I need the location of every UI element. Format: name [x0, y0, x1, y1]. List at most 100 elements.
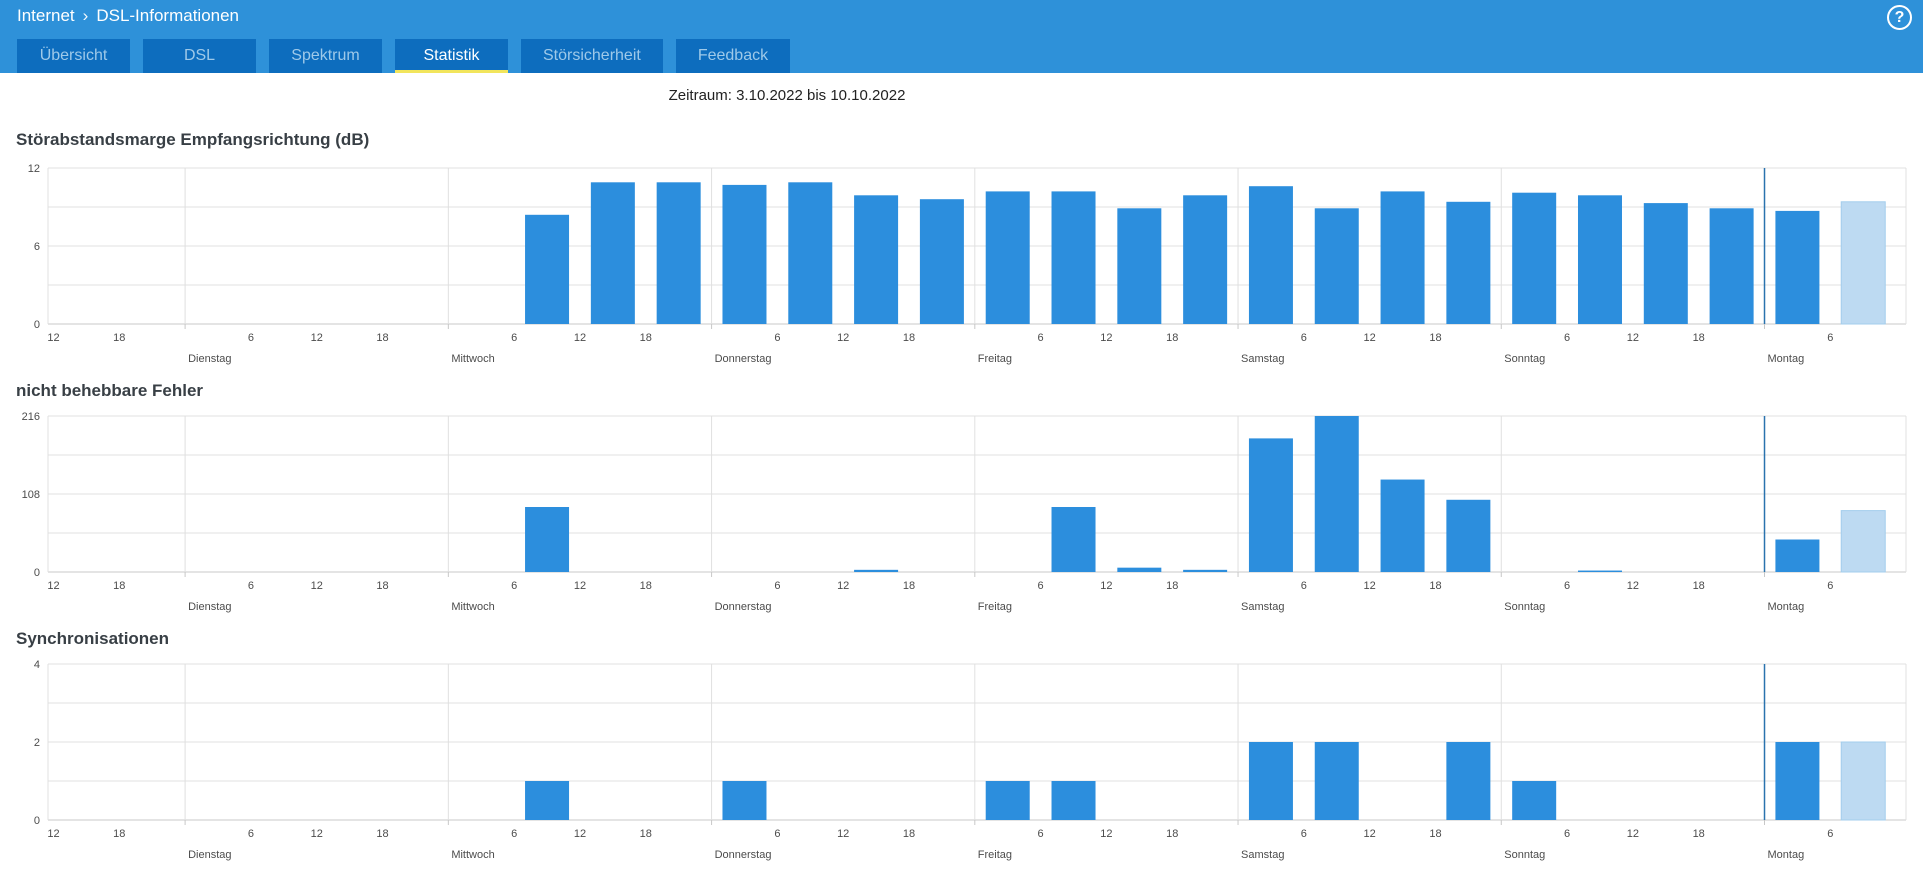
tab-statistik[interactable]: Statistik — [395, 39, 508, 73]
breadcrumb-internet[interactable]: Internet — [17, 6, 75, 25]
x-tick-label: 12 — [1364, 332, 1376, 344]
bar — [1117, 208, 1162, 324]
x-tick-label: 6 — [1564, 828, 1570, 840]
x-tick-label: 12 — [47, 332, 59, 344]
bar — [1709, 208, 1754, 324]
x-tick-label: 12 — [311, 332, 323, 344]
y-tick-label: 0 — [34, 567, 40, 579]
x-tick-label: 12 — [837, 580, 849, 592]
day-label: Montag — [1768, 353, 1805, 365]
x-tick-label: 18 — [1429, 332, 1441, 344]
x-tick-label: 12 — [1364, 828, 1376, 840]
x-tick-label: 12 — [1364, 580, 1376, 592]
y-tick-label: 0 — [34, 815, 40, 827]
x-tick-label: 18 — [1429, 580, 1441, 592]
day-label: Montag — [1768, 849, 1805, 861]
x-tick-label: 12 — [47, 828, 59, 840]
x-tick-label: 18 — [1693, 828, 1705, 840]
bar — [854, 195, 899, 324]
bar — [525, 781, 570, 820]
x-tick-label: 6 — [248, 580, 254, 592]
x-tick-label: 18 — [640, 580, 652, 592]
bar — [985, 781, 1030, 820]
x-tick-label: 6 — [1301, 828, 1307, 840]
bar — [1577, 570, 1622, 572]
bar — [722, 184, 767, 324]
bar — [854, 569, 899, 572]
x-tick-label: 12 — [1627, 332, 1639, 344]
day-label: Freitag — [978, 353, 1012, 365]
day-label: Samstag — [1241, 353, 1284, 365]
bar — [1380, 191, 1425, 324]
day-label: Mittwoch — [451, 353, 494, 365]
x-tick-label: 6 — [1827, 332, 1833, 344]
tab-spektrum[interactable]: Spektrum — [269, 39, 382, 73]
tab-dsl[interactable]: DSL — [143, 39, 256, 73]
x-tick-label: 18 — [1166, 580, 1178, 592]
chart-title-snr: Störabstandsmarge Empfangsrichtung (dB) — [16, 130, 370, 149]
chart-title-errors: nicht behebbare Fehler — [16, 381, 204, 400]
x-tick-label: 6 — [1564, 332, 1570, 344]
x-tick-label: 18 — [1693, 332, 1705, 344]
x-tick-label: 18 — [640, 332, 652, 344]
day-label: Sonntag — [1504, 353, 1545, 365]
bar — [656, 182, 701, 324]
bar — [1512, 781, 1557, 820]
x-tick-label: 12 — [1627, 580, 1639, 592]
x-tick-label: 6 — [511, 828, 517, 840]
x-tick-label: 6 — [1301, 580, 1307, 592]
y-tick-label: 2 — [34, 737, 40, 749]
x-tick-label: 12 — [1627, 828, 1639, 840]
day-label: Donnerstag — [715, 353, 772, 365]
x-tick-label: 6 — [774, 332, 780, 344]
bar — [1117, 567, 1162, 572]
bar — [1248, 742, 1293, 820]
day-label: Donnerstag — [715, 601, 772, 613]
breadcrumb-chevron-icon: › — [82, 6, 89, 25]
tab-feedback[interactable]: Feedback — [675, 39, 791, 73]
bar — [1248, 186, 1293, 324]
day-label: Dienstag — [188, 601, 231, 613]
bar — [1314, 208, 1359, 324]
bar — [1051, 507, 1096, 572]
x-tick-label: 6 — [774, 828, 780, 840]
x-tick-label: 6 — [774, 580, 780, 592]
x-tick-label: 18 — [1166, 332, 1178, 344]
day-label: Samstag — [1241, 601, 1284, 613]
x-tick-label: 18 — [1429, 828, 1441, 840]
x-tick-label: 6 — [1827, 580, 1833, 592]
x-tick-label: 12 — [574, 828, 586, 840]
y-tick-label: 12 — [28, 163, 40, 175]
x-tick-label: 6 — [1038, 580, 1044, 592]
x-tick-label: 18 — [376, 332, 388, 344]
bar — [1183, 195, 1228, 324]
bar — [1446, 499, 1491, 572]
bar-current — [1840, 201, 1886, 325]
day-label: Freitag — [978, 601, 1012, 613]
day-label: Sonntag — [1504, 849, 1545, 861]
bar — [788, 182, 833, 324]
day-label: Mittwoch — [451, 849, 494, 861]
x-tick-label: 6 — [1038, 332, 1044, 344]
bar — [1051, 191, 1096, 324]
day-label: Samstag — [1241, 849, 1284, 861]
bar — [590, 182, 635, 324]
x-tick-label: 18 — [113, 828, 125, 840]
bar — [985, 191, 1030, 324]
day-label: Donnerstag — [715, 849, 772, 861]
x-tick-label: 18 — [1693, 580, 1705, 592]
bar — [1183, 569, 1228, 572]
x-tick-label: 6 — [511, 580, 517, 592]
tab-uebersicht[interactable]: Übersicht — [17, 39, 130, 73]
day-label: Dienstag — [188, 849, 231, 861]
x-tick-label: 18 — [903, 580, 915, 592]
breadcrumb-current-page: DSL-Informationen — [96, 6, 240, 25]
bar — [1775, 742, 1820, 820]
tab-stoersicherheit[interactable]: Störsicherheit — [521, 39, 663, 73]
chart-errors-canvas: 0 108 216 Dienstag Mittwoch Donnerstag Freitag… — [22, 411, 1907, 613]
bar — [1775, 210, 1820, 324]
help-icon[interactable]: ? — [1887, 5, 1912, 30]
bar — [525, 507, 570, 572]
bar — [722, 781, 767, 820]
x-tick-label: 18 — [376, 828, 388, 840]
